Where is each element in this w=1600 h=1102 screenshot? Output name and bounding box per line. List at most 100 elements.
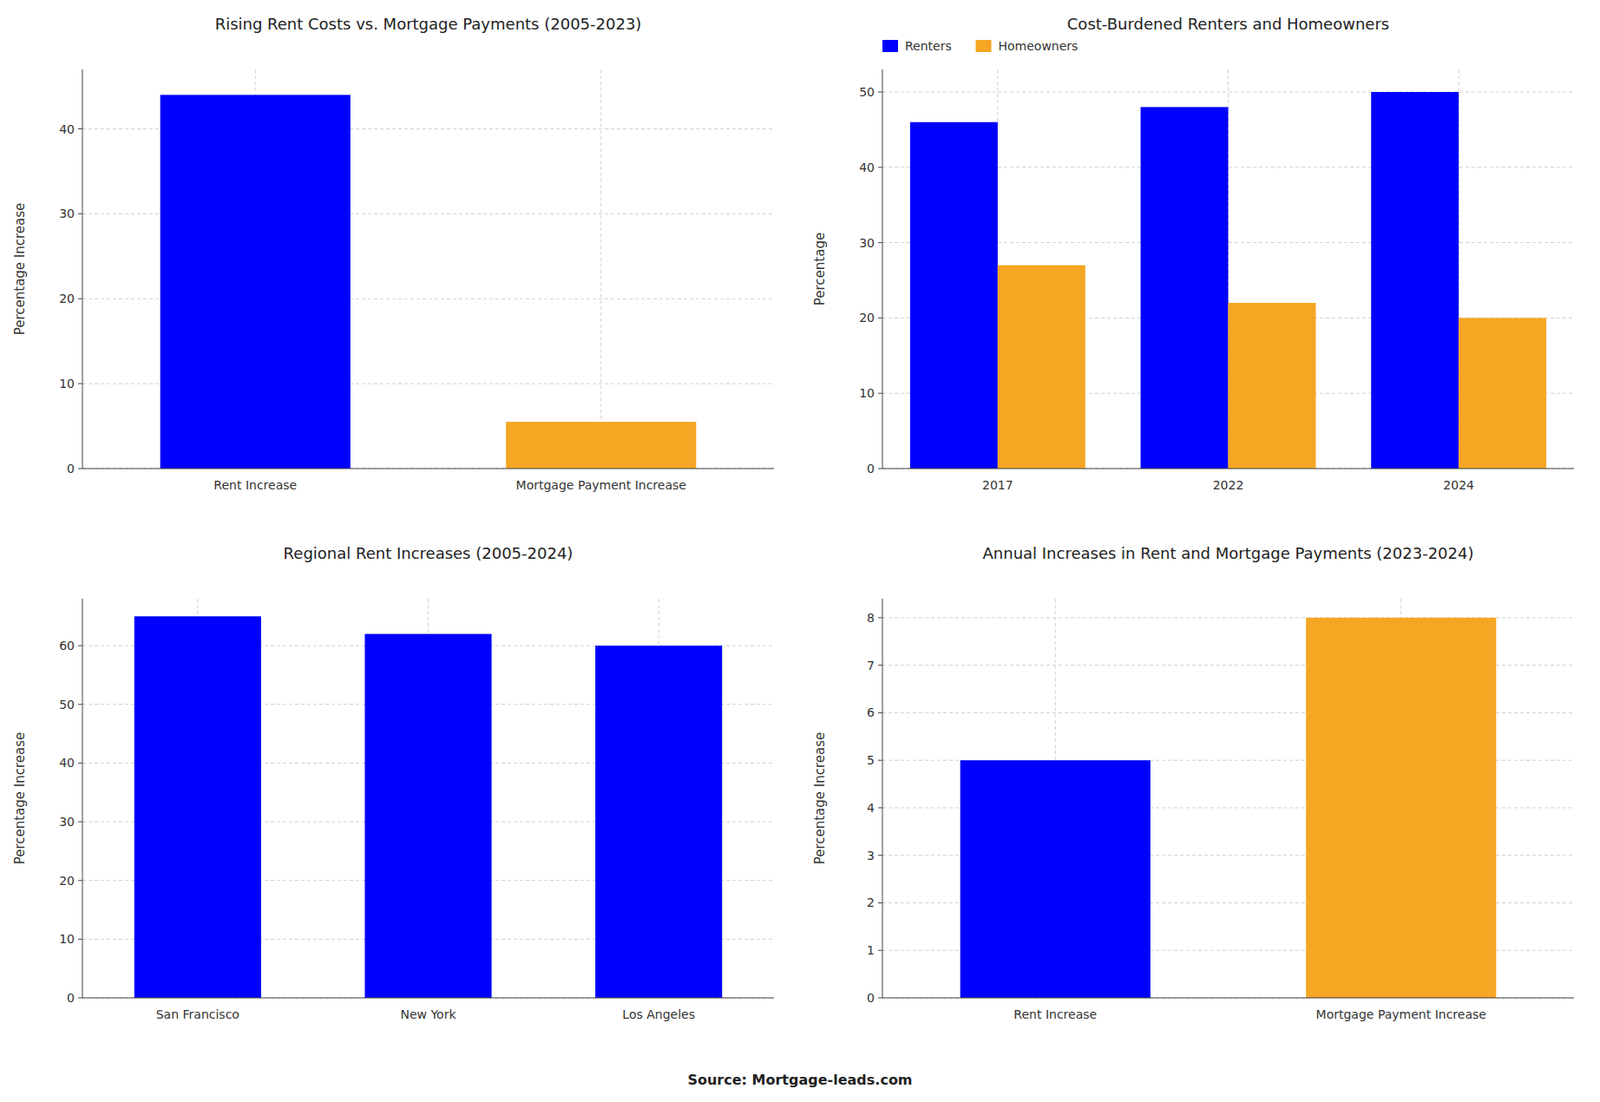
bar xyxy=(505,421,696,469)
y-tick-label: 8 xyxy=(866,610,875,625)
y-tick xyxy=(78,128,83,130)
grid-line xyxy=(882,91,1574,93)
y-axis-label: Percentage Increase xyxy=(12,732,28,866)
y-axis-label: Percentage xyxy=(812,232,828,306)
y-axis-line xyxy=(82,598,84,998)
bar xyxy=(134,616,262,998)
y-tick-label: 3 xyxy=(866,848,875,863)
y-tick-label: 40 xyxy=(59,122,75,137)
y-axis-label: Percentage Increase xyxy=(812,732,828,866)
y-tick xyxy=(78,938,83,940)
y-axis-label: Percentage Increase xyxy=(12,203,28,336)
y-tick-label: 40 xyxy=(59,755,75,770)
grid-line xyxy=(82,468,774,470)
subplot: Regional Rent Increases (2005-2024) 0 10 20… xyxy=(12,544,774,1022)
grid-line xyxy=(82,997,774,999)
y-tick xyxy=(878,616,883,618)
category-grid-line xyxy=(600,69,602,469)
x-tick-label: Rent Increase xyxy=(1013,1007,1097,1022)
chart-title: Rising Rent Costs vs. Mortgage Payments … xyxy=(215,14,643,33)
y-tick-label: 10 xyxy=(859,386,875,400)
x-tick-label: Mortgage Payment Increase xyxy=(516,478,687,492)
y-tick-label: 20 xyxy=(59,873,75,888)
x-tick-label: 2024 xyxy=(1442,478,1475,492)
x-axis-line xyxy=(882,997,1574,999)
x-tick-label: Los Angeles xyxy=(622,1007,696,1022)
y-tick xyxy=(878,664,883,666)
y-tick xyxy=(78,213,83,215)
y-tick-label: 20 xyxy=(859,310,875,325)
legend-swatch xyxy=(976,39,992,53)
x-tick-label: 2022 xyxy=(1213,478,1245,492)
y-axis-line xyxy=(882,598,884,998)
y-tick xyxy=(78,762,83,764)
y-tick xyxy=(878,997,883,999)
y-tick-label: 40 xyxy=(859,160,875,175)
x-tick-label: Mortgage Payment Increase xyxy=(1316,1007,1487,1022)
bar xyxy=(997,265,1086,469)
bar xyxy=(160,94,351,469)
y-tick-label: 6 xyxy=(866,705,875,720)
grid-line xyxy=(882,468,1574,470)
y-tick-label: 2 xyxy=(866,895,875,910)
subplot: Annual Increases in Rent and Mortgage Pa… xyxy=(812,544,1574,1022)
y-tick xyxy=(878,712,883,714)
bar xyxy=(1305,617,1496,998)
y-tick-label: 7 xyxy=(866,658,875,673)
y-tick xyxy=(78,879,83,881)
y-tick-label: 20 xyxy=(59,291,75,306)
y-tick-label: 4 xyxy=(866,800,875,815)
bar xyxy=(910,122,998,469)
y-tick xyxy=(878,902,883,904)
x-tick-label: New York xyxy=(400,1007,457,1022)
x-axis-line xyxy=(82,468,774,470)
legend-label: Renters xyxy=(904,39,952,53)
bar xyxy=(1140,106,1229,469)
y-tick-label: 30 xyxy=(859,236,875,250)
bars xyxy=(160,94,697,469)
y-tick-label: 5 xyxy=(866,753,875,768)
y-tick xyxy=(878,760,883,761)
bar xyxy=(960,760,1151,998)
chart-title: Regional Rent Increases (2005-2024) xyxy=(283,544,574,563)
y-tick-label: 50 xyxy=(859,85,875,99)
y-tick-label: 60 xyxy=(59,638,75,653)
x-axis-line xyxy=(882,468,1574,470)
y-tick xyxy=(878,806,883,808)
y-tick-label: 0 xyxy=(866,990,875,1005)
y-tick-label: 0 xyxy=(66,461,75,476)
y-tick-label: 0 xyxy=(66,990,75,1005)
legend-label: Homeowners xyxy=(998,39,1079,53)
chart-title: Annual Increases in Rent and Mortgage Pa… xyxy=(983,544,1475,563)
source-note: Source: Mortgage-leads.com xyxy=(687,1071,912,1089)
background xyxy=(0,0,1600,1102)
y-tick-label: 10 xyxy=(59,376,75,391)
figure: Rising Rent Costs vs. Mortgage Payments … xyxy=(0,0,1600,1102)
bar xyxy=(1370,91,1459,469)
subplot: Rising Rent Costs vs. Mortgage Payments … xyxy=(12,14,774,492)
y-tick xyxy=(78,703,83,705)
bar xyxy=(1228,302,1317,469)
y-tick xyxy=(878,91,883,93)
legend-swatch xyxy=(882,39,899,53)
y-tick xyxy=(78,821,83,823)
bars xyxy=(910,91,1547,469)
y-tick xyxy=(878,854,883,856)
y-tick xyxy=(878,242,883,243)
legend: Renters Homeowners xyxy=(882,39,1078,53)
bar xyxy=(595,645,722,998)
grid-line xyxy=(882,997,1574,999)
bar xyxy=(364,634,492,998)
subplot: Cost-Burdened Renters and Homeowners 0 10 2… xyxy=(812,14,1574,492)
x-axis-line xyxy=(82,997,774,999)
x-tick-label: San Francisco xyxy=(156,1007,240,1022)
x-tick-label: Rent Increase xyxy=(213,478,297,492)
y-tick-label: 0 xyxy=(866,461,875,476)
y-tick xyxy=(878,166,883,168)
y-tick xyxy=(78,298,83,300)
y-tick xyxy=(878,317,883,319)
chart-title: Cost-Burdened Renters and Homeowners xyxy=(1067,14,1390,33)
y-tick xyxy=(878,468,883,470)
y-tick-label: 10 xyxy=(59,931,75,946)
y-tick xyxy=(78,997,83,999)
